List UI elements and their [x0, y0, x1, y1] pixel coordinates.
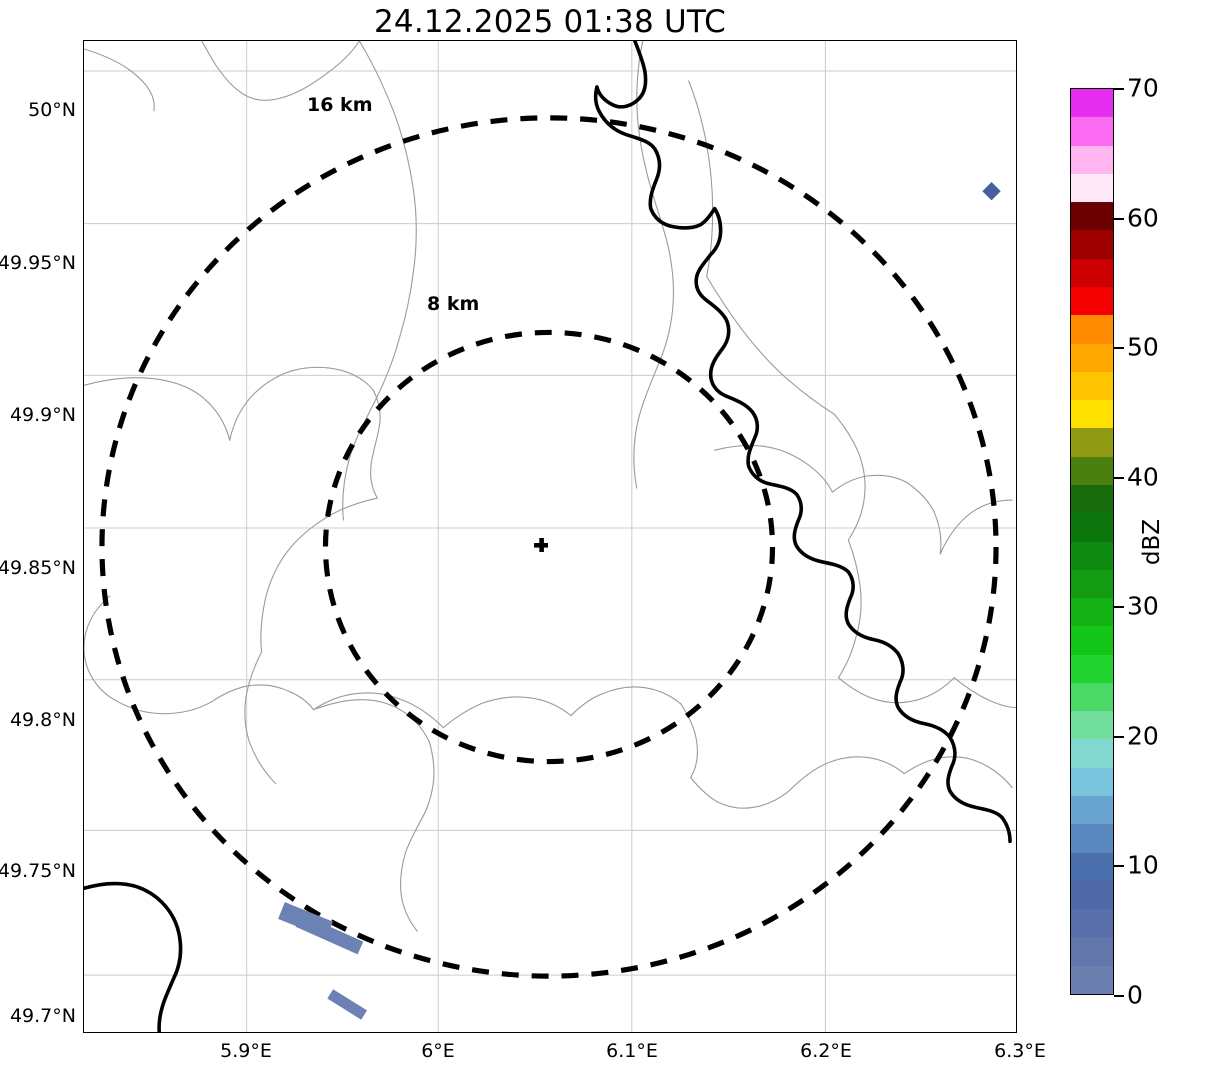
colorbar-band-0: [1071, 965, 1113, 994]
gridlines: [84, 41, 1016, 1032]
colorbar-tick-label-0: 0: [1127, 980, 1143, 1010]
y-tick-label-2: 49.9°N: [9, 404, 76, 426]
colorbar-band-31: [1071, 89, 1113, 118]
colorbar-tick-label-10: 10: [1127, 850, 1159, 880]
colorbar-tick-40: [1114, 477, 1124, 479]
colorbar-tick-10: [1114, 865, 1124, 867]
colorbar-tick-label-50: 50: [1127, 332, 1159, 362]
colorbar-tick-60: [1114, 218, 1124, 220]
colorbar-tick-label-20: 20: [1127, 721, 1159, 751]
colorbar-band-8: [1071, 739, 1113, 768]
range-ring-16km: [99, 115, 999, 979]
echo-gate: [982, 182, 1001, 201]
colorbar-band-7: [1071, 767, 1113, 797]
grid-layer: [84, 41, 1016, 1032]
y-tick-label-3: 49.85°N: [0, 557, 76, 579]
colorbar-tick-label-60: 60: [1127, 203, 1159, 233]
echo-gate: [295, 914, 364, 955]
colorbar: [1070, 88, 1114, 995]
colorbar-tick-50: [1114, 347, 1124, 349]
colorbar-band-12: [1071, 626, 1113, 655]
colorbar-band-6: [1071, 796, 1113, 825]
colorbar-band-15: [1071, 541, 1113, 570]
colorbar-band-23: [1071, 315, 1113, 344]
x-tick-label-0: 5.9°E: [220, 1040, 272, 1062]
colorbar-band-11: [1071, 654, 1113, 683]
colorbar-band-19: [1071, 428, 1113, 457]
y-tick-label-6: 49.7°N: [9, 1005, 76, 1027]
colorbar-band-28: [1071, 173, 1113, 203]
page-title: 24.12.2025 01:38 UTC: [374, 4, 726, 40]
radar-echoes: [278, 182, 1001, 1020]
colorbar-tick-20: [1114, 736, 1124, 738]
y-tick-label-0: 50°N: [28, 99, 76, 121]
colorbar-band-16: [1071, 513, 1113, 542]
colorbar-band-20: [1071, 400, 1113, 429]
colorbar-band-24: [1071, 286, 1113, 316]
reflectivity-data-layer: [278, 182, 1001, 1020]
national-border: [84, 41, 1012, 1032]
colorbar-band-1: [1071, 937, 1113, 966]
colorbar-tick-0: [1114, 995, 1124, 997]
colorbar-band-2: [1071, 909, 1113, 938]
x-tick-label-3: 6.2°E: [800, 1040, 852, 1062]
plus-marker: [534, 537, 549, 552]
colorbar-band-25: [1071, 258, 1113, 287]
range-ring-label-16km: 16 km: [307, 94, 373, 116]
colorbar-band-3: [1071, 880, 1113, 910]
echo-gate: [327, 989, 368, 1020]
colorbar-band-21: [1071, 371, 1113, 401]
range-ring-label-8km: 8 km: [427, 293, 480, 315]
x-tick-label-4: 6.3°E: [994, 1040, 1046, 1062]
colorbar-tick-70: [1114, 88, 1124, 90]
colorbar-band-10: [1071, 682, 1113, 712]
colorbar-band-14: [1071, 569, 1113, 599]
colorbar-tick-label-30: 30: [1127, 591, 1159, 621]
x-tick-label-1: 6°E: [421, 1040, 455, 1062]
colorbar-band-30: [1071, 117, 1113, 146]
colorbar-tick-30: [1114, 606, 1124, 608]
colorbar-band-9: [1071, 711, 1113, 740]
colorbar-axis-label: dBZ: [1139, 518, 1165, 566]
colorbar-band-18: [1071, 456, 1113, 485]
y-tick-label-5: 49.75°N: [0, 860, 76, 882]
range-rings-layer: [99, 115, 999, 979]
colorbar-band-27: [1071, 202, 1113, 231]
colorbar-band-5: [1071, 824, 1113, 853]
y-tick-label-1: 49.95°N: [0, 252, 76, 274]
colorbar-band-17: [1071, 484, 1113, 514]
radar-plot-area: 16 km 8 km: [83, 40, 1017, 1033]
colorbar-band-29: [1071, 145, 1113, 174]
range-ring-8km: [322, 329, 776, 765]
colorbar-band-26: [1071, 230, 1113, 259]
colorbar-band-4: [1071, 852, 1113, 881]
colorbar-tick-label-70: 70: [1127, 73, 1159, 103]
y-tick-label-4: 49.8°N: [9, 709, 76, 731]
x-tick-label-2: 6.1°E: [606, 1040, 658, 1062]
colorbar-band-22: [1071, 343, 1113, 372]
colorbar-tick-label-40: 40: [1127, 462, 1159, 492]
colorbar-band-13: [1071, 598, 1113, 627]
